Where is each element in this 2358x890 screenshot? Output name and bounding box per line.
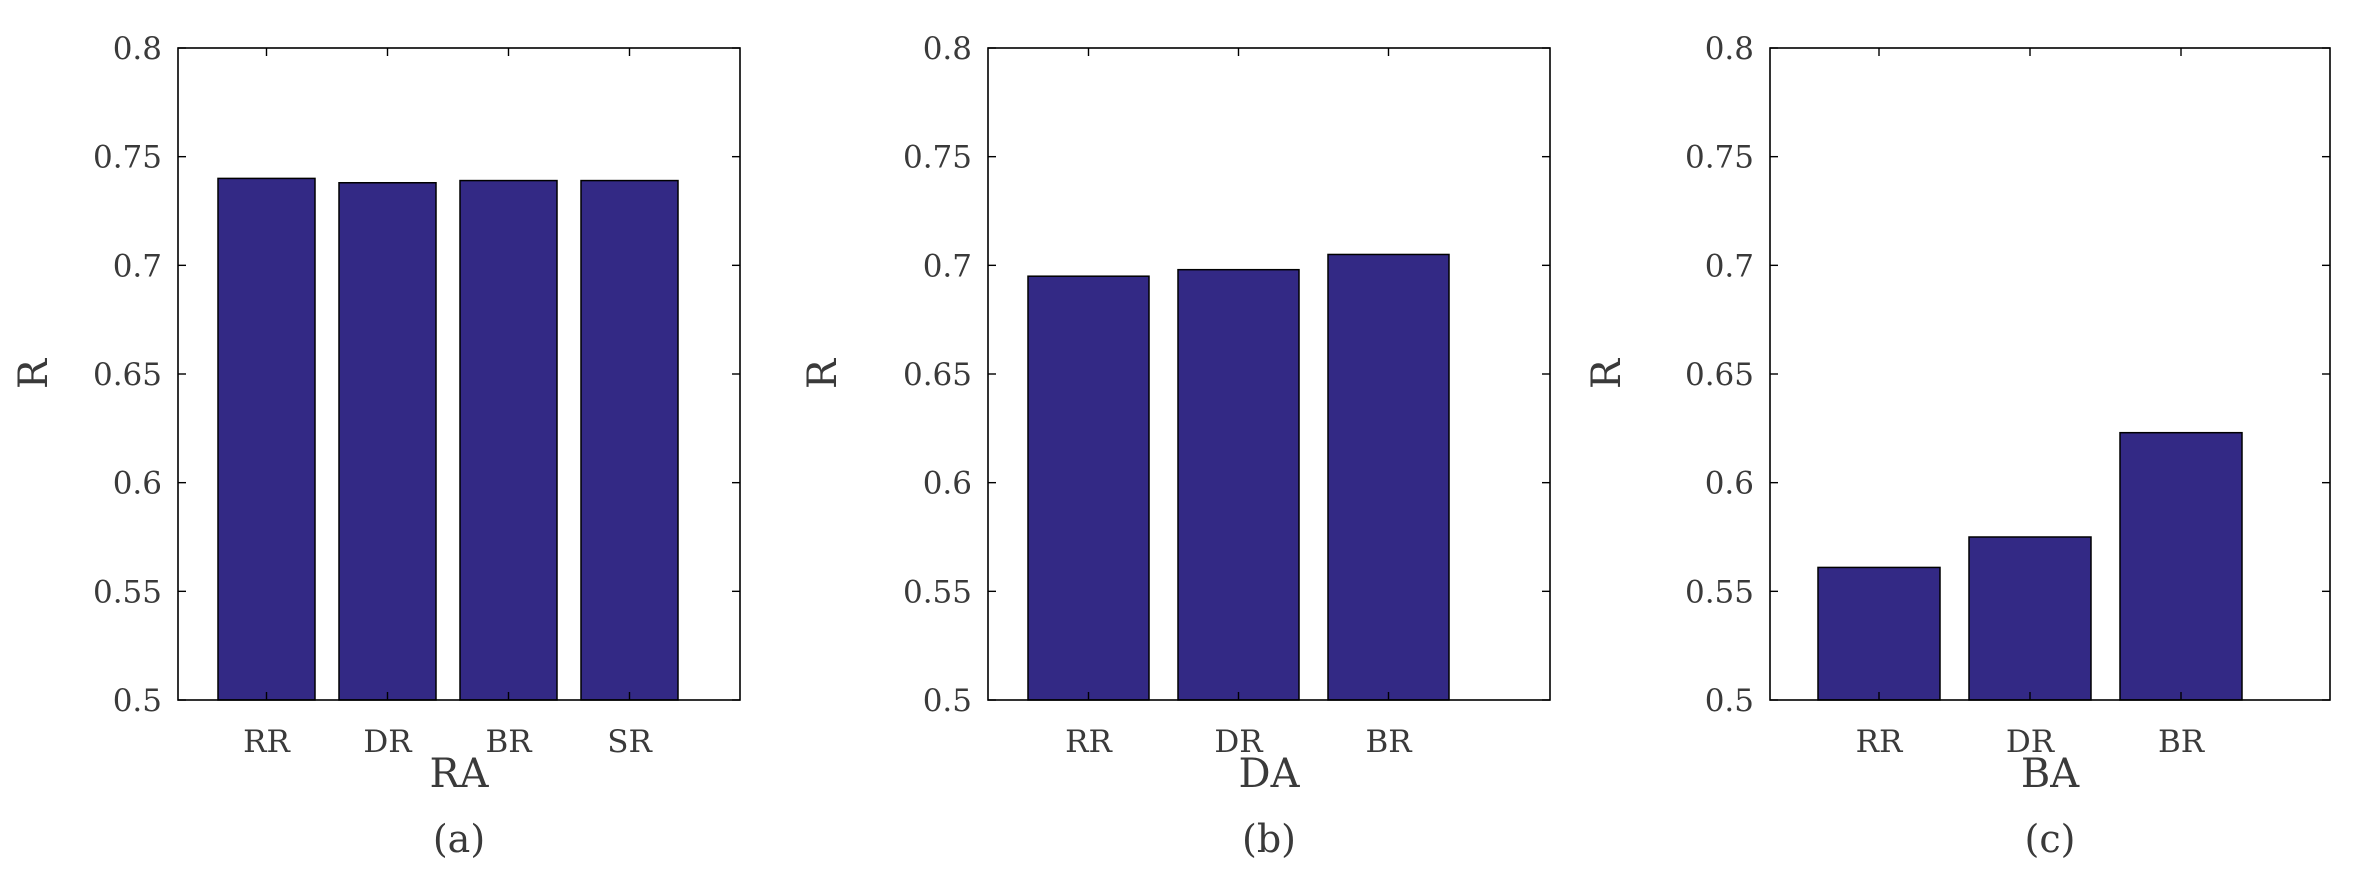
- chart-panel-b: 0.5 0.55 0.6 0.65 0.7 0.75 0.8 RR DR BR R DA (b): [800, 31, 1551, 861]
- x-tick-label: RR: [243, 724, 291, 760]
- y-tick-label: 0.7: [113, 248, 162, 284]
- y-tick-label: 0.65: [903, 357, 972, 393]
- x-tick-label: RR: [1065, 724, 1113, 760]
- y-tick-label: 0.75: [93, 140, 162, 176]
- y-tick-label: 0.8: [1705, 31, 1754, 67]
- y-tick-label: 0.55: [903, 574, 972, 610]
- x-tick-label: BR: [485, 724, 533, 760]
- bar-rr: [217, 177, 316, 701]
- panel-caption: (b): [1242, 817, 1296, 861]
- y-tick-label: 0.5: [113, 683, 162, 719]
- chart-panel-c: 0.5 0.55 0.6 0.65 0.7 0.75 0.8 RR DR BR R BA (c): [1584, 31, 2331, 861]
- y-tick-label: 0.55: [93, 574, 162, 610]
- bar-rr: [1817, 566, 1941, 701]
- y-tick-label: 0.65: [93, 357, 162, 393]
- panel-caption: (c): [2025, 817, 2076, 861]
- bar-dr: [1968, 536, 2092, 701]
- bar-br: [1327, 253, 1450, 701]
- x-tick-label: BR: [2158, 724, 2206, 760]
- y-tick-label: 0.7: [1705, 248, 1754, 284]
- x-axis-label: RA: [429, 751, 489, 797]
- y-tick-label: 0.75: [903, 140, 972, 176]
- x-axis-label: DA: [1239, 751, 1301, 797]
- y-tick-label: 0.75: [1685, 140, 1754, 176]
- y-tick-label: 0.8: [113, 31, 162, 67]
- bar-dr: [338, 181, 437, 701]
- y-tick-label: 0.6: [923, 466, 972, 502]
- bar-rr: [1027, 275, 1150, 701]
- x-tick-label: SR: [607, 724, 653, 760]
- y-tick-label: 0.6: [113, 466, 162, 502]
- y-tick-label: 0.6: [1705, 466, 1754, 502]
- x-tick-label: DR: [363, 724, 413, 760]
- x-tick-label: RR: [1856, 724, 1904, 760]
- x-tick-label: BR: [1365, 724, 1413, 760]
- y-tick-label: 0.5: [923, 683, 972, 719]
- y-tick-label: 0.8: [923, 31, 972, 67]
- panel-caption: (a): [433, 817, 485, 861]
- x-axis-label: BA: [2021, 751, 2080, 797]
- bar-br: [459, 179, 558, 701]
- y-tick-label: 0.7: [923, 248, 972, 284]
- bar-br: [2119, 431, 2243, 701]
- y-tick-label: 0.5: [1705, 683, 1754, 719]
- chart-panel-a: 0.5 0.55 0.6 0.65 0.7 0.75 0.8 RR DR BR SR R RA (a): [11, 31, 741, 861]
- x-tick-label: DR: [2006, 724, 2056, 760]
- y-axis-label: R: [1584, 357, 1630, 389]
- bar-sr: [580, 179, 679, 701]
- y-tick-label: 0.65: [1685, 357, 1754, 393]
- y-tick-label: 0.55: [1685, 574, 1754, 610]
- bar-dr: [1177, 268, 1300, 701]
- y-axis-label: R: [800, 357, 846, 389]
- x-tick-label: DR: [1214, 724, 1264, 760]
- y-axis-label: R: [11, 357, 57, 389]
